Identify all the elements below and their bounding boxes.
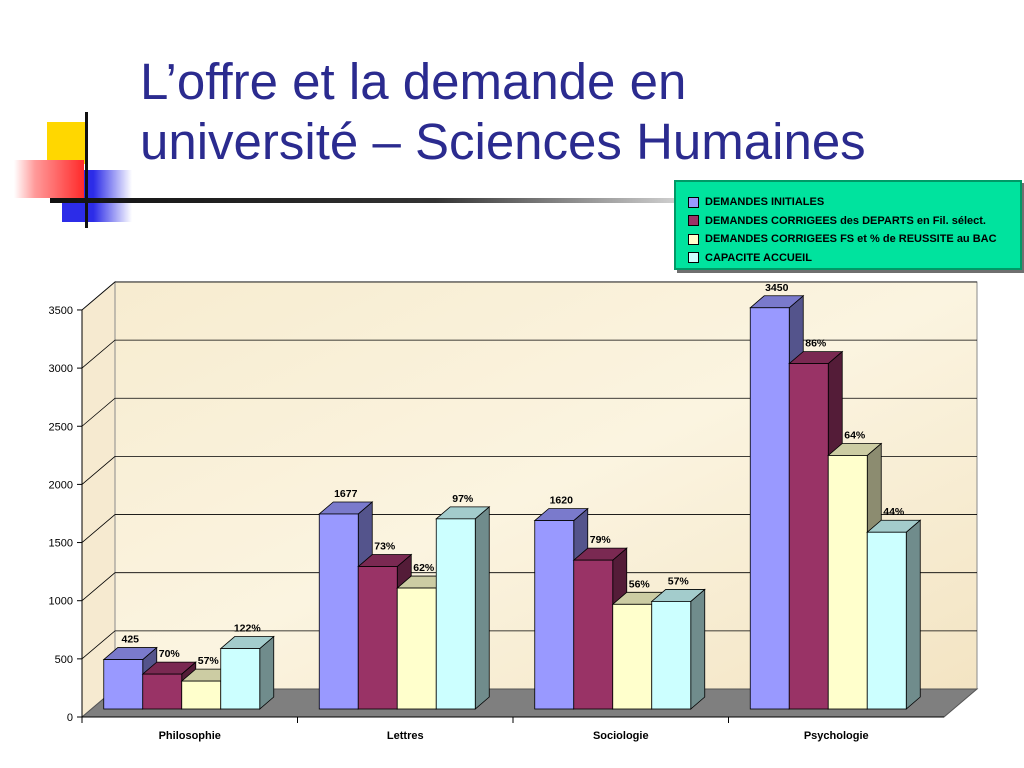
bar-side [474, 505, 490, 710]
data-label: 70% [159, 648, 181, 660]
legend-item: DEMANDES CORRIGEES des DEPARTS en Fil. s… [688, 212, 1020, 231]
legend-swatch [688, 215, 699, 227]
bar [435, 518, 476, 710]
bar [220, 648, 261, 710]
bar [103, 659, 144, 710]
gridline [81, 572, 977, 602]
bar [357, 566, 398, 710]
chart-legend: DEMANDES INITIALES DEMANDES CORRIGEES de… [674, 180, 1022, 270]
data-label: 79% [590, 534, 612, 546]
data-label: 1677 [334, 488, 358, 500]
data-label: 62% [413, 562, 435, 574]
data-label: 44% [883, 506, 905, 518]
data-label: 73% [374, 541, 396, 553]
data-label: 97% [452, 493, 474, 505]
legend-swatch [688, 233, 699, 245]
gridline [81, 514, 977, 543]
decor-vertical-line [85, 112, 88, 228]
y-tick-label: 1500 [49, 538, 73, 550]
legend-label: DEMANDES CORRIGEES des DEPARTS en Fil. s… [705, 214, 986, 227]
legend-swatch [688, 252, 699, 264]
decor-horizontal-rule [50, 198, 750, 203]
y-tick-label: 2500 [49, 421, 73, 433]
slide-title: L’offre et la demande en université – Sc… [140, 52, 1000, 172]
bar [866, 531, 907, 710]
bar [788, 363, 829, 710]
data-label: 1620 [550, 495, 574, 507]
bar [181, 680, 222, 710]
y-tick-label: 500 [55, 654, 73, 666]
y-tick-label: 1000 [49, 596, 73, 608]
bar-side [905, 519, 921, 710]
bar [612, 603, 653, 710]
bar [396, 587, 437, 710]
legend-label: DEMANDES INITIALES [705, 196, 825, 209]
legend-label: DEMANDES CORRIGEES FS et % de REUSSITE a… [705, 233, 997, 246]
data-label: 64% [844, 429, 866, 441]
bar [827, 455, 868, 710]
bar-side [259, 635, 275, 710]
bar [651, 601, 692, 710]
legend-item: DEMANDES CORRIGEES FS et % de REUSSITE a… [688, 230, 1020, 249]
slide-title-line2: université – Sciences Humaines [140, 113, 866, 170]
bar-side [690, 588, 706, 710]
bar [534, 520, 575, 710]
x-tick-label: Psychologie [804, 730, 869, 742]
y-tick-label: 3000 [49, 363, 73, 375]
legend-item: CAPACITE ACCUEIL [688, 249, 1020, 268]
x-tick-label: Philosophie [159, 730, 221, 742]
legend-swatch [688, 196, 699, 208]
legend-label: CAPACITE ACCUEIL [705, 251, 812, 264]
bar [573, 559, 614, 710]
y-tick-label: 3500 [49, 305, 73, 317]
data-label: 3450 [765, 282, 789, 294]
x-tick-label: Sociologie [593, 730, 649, 742]
y-tick-label: 2000 [49, 479, 73, 491]
data-label: 57% [668, 575, 690, 587]
data-label: 56% [629, 578, 651, 590]
slide-title-line1: L’offre et la demande en [140, 53, 687, 110]
decor-red-square [14, 160, 84, 198]
data-label: 122% [234, 623, 262, 635]
decor-yellow-square [47, 122, 85, 164]
gridline [81, 397, 977, 427]
chart-side-wall [81, 280, 116, 719]
x-tick-label: Lettres [387, 730, 424, 742]
legend-item: DEMANDES INITIALES [688, 193, 1020, 212]
bar [749, 307, 790, 710]
gridline [81, 281, 977, 311]
y-tick-label: 0 [67, 712, 73, 724]
data-label: 425 [121, 634, 139, 646]
data-label: 86% [805, 338, 827, 350]
data-label: 57% [198, 655, 220, 667]
bar [142, 673, 183, 710]
gridline [81, 455, 977, 485]
bar [318, 513, 359, 710]
gridline [81, 339, 977, 369]
